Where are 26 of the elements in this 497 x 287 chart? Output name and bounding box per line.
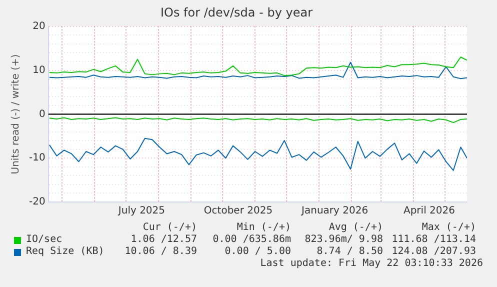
y-tick-label: -20 — [28, 196, 46, 208]
x-tick-label: April 2026 — [403, 206, 455, 217]
y-axis-title: Units read (-) / write (+) — [10, 54, 22, 174]
text: Avg (-/+) — [328, 222, 383, 234]
text: Last update: Fri May 22 03:10:33 2026 — [260, 258, 483, 270]
y-tick-label: 20 — [32, 20, 46, 32]
text: Cur (-/+) — [142, 222, 197, 234]
text: 10.06 / 8.39 — [124, 246, 197, 258]
chart-title: IOs for /dev/sda - by year — [160, 5, 313, 20]
text: Min (-/+) — [236, 222, 291, 234]
text: 111.68 /113.14 — [392, 234, 476, 246]
legend-label: Req Size (KB) — [26, 246, 104, 258]
text: 8.74 / 8.50 — [316, 246, 383, 258]
text: 124.08 /207.93 — [392, 246, 476, 258]
text: Max (-/+) — [422, 222, 476, 234]
text: 0.00 / 5.00 — [224, 246, 291, 258]
y-tick-label: 10 — [32, 64, 46, 76]
x-tick-label: January 2026 — [300, 206, 368, 217]
text: 1.06 /12.57 — [130, 234, 197, 246]
y-tick-label: -10 — [28, 152, 46, 164]
legend-label: IO/sec — [26, 234, 62, 246]
x-tick-label: October 2025 — [204, 206, 273, 217]
x-tick-label: July 2025 — [117, 206, 166, 217]
text: 0.00 /635.86m — [212, 234, 291, 246]
text: 823.96m/ 9.98 — [304, 234, 383, 246]
y-tick-label: 0 — [38, 108, 46, 120]
